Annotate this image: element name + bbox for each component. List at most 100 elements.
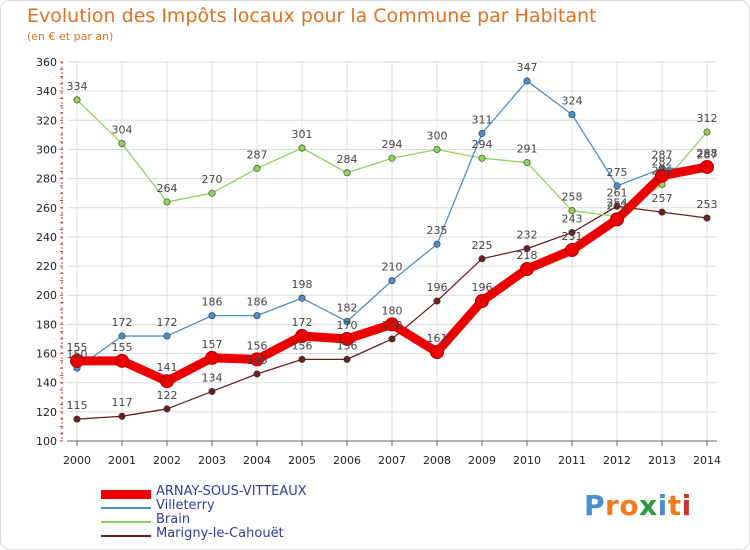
data-label: 264 [157, 182, 178, 195]
y-tick-label: 100 [36, 435, 57, 448]
data-point [478, 255, 486, 263]
y-tick-label: 360 [36, 56, 57, 69]
data-point [433, 145, 441, 153]
x-tick-label: 2006 [333, 454, 361, 467]
data-point [163, 405, 171, 413]
data-label: 210 [382, 261, 403, 274]
legend-item: Villeterry [101, 498, 401, 515]
data-point [253, 164, 261, 172]
data-label: 157 [202, 338, 223, 351]
data-point [163, 332, 171, 340]
legend-swatch [101, 521, 151, 523]
legend-item: Marigny-le-Cahouët [101, 526, 401, 543]
data-label: 243 [562, 213, 583, 226]
data-label: 122 [157, 389, 178, 402]
x-tick-label: 2010 [513, 454, 541, 467]
x-tick-label: 2014 [693, 454, 721, 467]
data-label: 161 [427, 332, 448, 345]
data-label: 172 [112, 316, 133, 329]
data-point [118, 412, 126, 420]
data-label: 156 [247, 339, 268, 352]
y-tick-label: 280 [36, 173, 57, 186]
data-point [475, 294, 489, 309]
data-label: 282 [652, 156, 673, 169]
x-tick-label: 2003 [198, 454, 226, 467]
data-label: 311 [472, 113, 493, 126]
data-label: 186 [202, 296, 223, 309]
data-point [613, 202, 621, 210]
y-tick-label: 140 [36, 377, 57, 390]
data-label: 170 [337, 319, 358, 332]
data-label: 218 [517, 249, 538, 262]
data-label: 134 [202, 371, 223, 384]
data-point [703, 128, 711, 136]
data-label: 284 [337, 153, 358, 166]
data-label: 180 [382, 304, 403, 317]
data-point [208, 189, 216, 197]
data-label: 294 [472, 138, 493, 151]
data-point [295, 329, 309, 344]
data-point [208, 387, 216, 395]
x-tick-label: 2007 [378, 454, 406, 467]
data-point [520, 261, 534, 276]
x-tick-label: 2011 [558, 454, 586, 467]
data-label: 287 [247, 148, 268, 161]
data-label: 304 [112, 124, 133, 137]
data-label: 276 [652, 164, 673, 177]
data-point [253, 312, 261, 320]
data-label: 172 [157, 316, 178, 329]
legend-label: Brain [156, 512, 191, 527]
data-point [205, 350, 219, 365]
data-label: 172 [292, 316, 313, 329]
data-point [658, 208, 666, 216]
data-point [163, 198, 171, 206]
series-layer [70, 77, 714, 423]
data-label: 288 [697, 147, 718, 160]
data-point [343, 355, 351, 363]
data-point [253, 370, 261, 378]
data-label: 232 [517, 229, 538, 242]
data-point [568, 207, 576, 215]
data-label: 301 [292, 128, 313, 141]
y-tick-label: 220 [36, 260, 57, 273]
data-point [523, 159, 531, 167]
data-point [388, 154, 396, 162]
logo-letter: t [667, 489, 682, 522]
data-label: 300 [427, 129, 448, 142]
data-label: 155 [112, 341, 133, 354]
legend-item: Brain [101, 512, 401, 529]
data-point [73, 415, 81, 423]
proxiti-logo: Proxiti [584, 489, 692, 522]
data-label: 141 [157, 361, 178, 374]
data-point [655, 168, 669, 183]
data-label: 155 [67, 341, 88, 354]
data-point [613, 182, 621, 190]
data-point [385, 317, 399, 332]
data-point [73, 96, 81, 104]
logo-letter: i [681, 489, 692, 522]
data-label: 196 [427, 281, 448, 294]
data-point [343, 169, 351, 177]
data-point [250, 352, 264, 367]
legend-swatch [101, 507, 151, 509]
legend-swatch [101, 489, 151, 499]
data-label: 324 [562, 94, 583, 107]
data-point [433, 240, 441, 248]
data-label: 347 [517, 61, 538, 74]
data-label: 170 [382, 319, 403, 332]
data-point [208, 312, 216, 320]
data-point [70, 353, 84, 368]
y-tick-label: 180 [36, 318, 57, 331]
data-label: 196 [472, 281, 493, 294]
data-point [388, 335, 396, 343]
y-tick-label: 300 [36, 143, 57, 156]
x-tick-label: 2005 [288, 454, 316, 467]
legend-label: Marigny-le-Cahouët [156, 526, 284, 541]
x-tick-label: 2002 [153, 454, 181, 467]
data-point [478, 129, 486, 137]
data-label: 225 [472, 239, 493, 252]
data-point [568, 110, 576, 118]
